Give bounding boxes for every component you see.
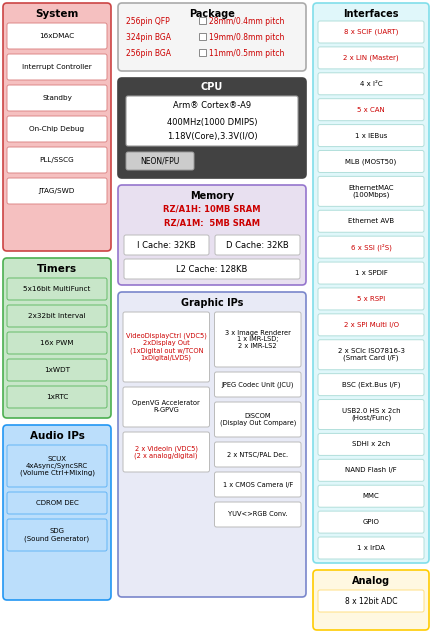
FancyBboxPatch shape: [318, 486, 424, 507]
FancyBboxPatch shape: [318, 99, 424, 121]
FancyBboxPatch shape: [3, 258, 111, 418]
Text: SDHI x 2ch: SDHI x 2ch: [352, 441, 390, 447]
FancyBboxPatch shape: [215, 502, 301, 527]
Text: 19mm/0.8mm pitch: 19mm/0.8mm pitch: [209, 33, 284, 41]
FancyBboxPatch shape: [7, 332, 107, 354]
Text: 4 x I²C: 4 x I²C: [360, 81, 382, 87]
FancyBboxPatch shape: [3, 3, 111, 251]
FancyBboxPatch shape: [318, 433, 424, 456]
FancyBboxPatch shape: [118, 185, 306, 285]
Text: Timers: Timers: [37, 264, 77, 274]
Bar: [199, 49, 206, 56]
Bar: [199, 17, 206, 24]
Bar: [199, 33, 206, 40]
Text: Audio IPs: Audio IPs: [29, 431, 84, 441]
FancyBboxPatch shape: [313, 3, 429, 563]
Text: 2 x LIN (Master): 2 x LIN (Master): [343, 55, 399, 61]
Text: JTAG/SWD: JTAG/SWD: [39, 188, 75, 194]
Text: 6 x SSI (I²S): 6 x SSI (I²S): [350, 244, 391, 251]
Text: Package: Package: [189, 9, 235, 19]
FancyBboxPatch shape: [7, 445, 107, 487]
Text: 324pin BGA: 324pin BGA: [126, 33, 171, 41]
Text: 11mm/0.5mm pitch: 11mm/0.5mm pitch: [209, 48, 284, 57]
FancyBboxPatch shape: [7, 23, 107, 49]
Text: 28mm/0.4mm pitch: 28mm/0.4mm pitch: [209, 17, 284, 26]
FancyBboxPatch shape: [7, 147, 107, 173]
FancyBboxPatch shape: [318, 211, 424, 232]
Text: SCUX
4xAsync/SyncSRC
(Volume Ctrl+Mixing): SCUX 4xAsync/SyncSRC (Volume Ctrl+Mixing…: [19, 456, 95, 476]
Text: 1 x IrDA: 1 x IrDA: [357, 545, 385, 551]
Text: 1 x SPDIF: 1 x SPDIF: [355, 270, 388, 276]
Text: RZ/A1H: 10MB SRAM: RZ/A1H: 10MB SRAM: [163, 205, 261, 214]
FancyBboxPatch shape: [7, 116, 107, 142]
FancyBboxPatch shape: [7, 519, 107, 551]
Text: OpenVG Accelerator
R-GPVG: OpenVG Accelerator R-GPVG: [132, 401, 200, 413]
FancyBboxPatch shape: [318, 176, 424, 206]
Text: Graphic IPs: Graphic IPs: [181, 298, 243, 308]
FancyBboxPatch shape: [318, 399, 424, 429]
FancyBboxPatch shape: [318, 537, 424, 559]
FancyBboxPatch shape: [118, 3, 306, 71]
Text: 1xRTC: 1xRTC: [46, 394, 68, 400]
FancyBboxPatch shape: [123, 312, 210, 382]
Text: 1xWDT: 1xWDT: [44, 367, 70, 373]
Text: BSC (Ext.Bus I/F): BSC (Ext.Bus I/F): [342, 382, 400, 388]
FancyBboxPatch shape: [7, 359, 107, 381]
FancyBboxPatch shape: [7, 178, 107, 204]
FancyBboxPatch shape: [318, 590, 424, 612]
Text: 2 x SCIc ISO7816-3
(Smart Card I/F): 2 x SCIc ISO7816-3 (Smart Card I/F): [337, 348, 404, 362]
FancyBboxPatch shape: [215, 442, 301, 467]
FancyBboxPatch shape: [126, 96, 298, 146]
FancyBboxPatch shape: [215, 312, 301, 367]
FancyBboxPatch shape: [215, 402, 301, 437]
Text: 16x PWM: 16x PWM: [40, 340, 74, 346]
Text: 256pin BGA: 256pin BGA: [126, 48, 171, 57]
Text: 5x16bit MultiFunct: 5x16bit MultiFunct: [23, 286, 91, 292]
FancyBboxPatch shape: [124, 259, 300, 279]
Text: 2 x VideoIn (VDC5)
(2 x analog/digital): 2 x VideoIn (VDC5) (2 x analog/digital): [134, 445, 198, 459]
Text: 8 x 12bit ADC: 8 x 12bit ADC: [345, 597, 397, 605]
FancyBboxPatch shape: [313, 570, 429, 630]
Text: SDG
(Sound Generator): SDG (Sound Generator): [25, 528, 89, 542]
Text: RZ/A1M:  5MB SRAM: RZ/A1M: 5MB SRAM: [164, 218, 260, 228]
FancyBboxPatch shape: [7, 85, 107, 111]
FancyBboxPatch shape: [3, 425, 111, 600]
Text: PLL/SSCG: PLL/SSCG: [40, 157, 74, 163]
Text: Analog: Analog: [352, 576, 390, 586]
FancyBboxPatch shape: [318, 374, 424, 396]
Text: 1.18V(Core),3.3V(I/O): 1.18V(Core),3.3V(I/O): [167, 131, 257, 140]
FancyBboxPatch shape: [318, 288, 424, 310]
Text: I Cache: 32KB: I Cache: 32KB: [137, 241, 196, 249]
Text: DISCOM
(Display Out Compare): DISCOM (Display Out Compare): [219, 413, 296, 426]
FancyBboxPatch shape: [215, 372, 301, 397]
Text: EthernetMAC
(100Mbps): EthernetMAC (100Mbps): [348, 184, 394, 198]
FancyBboxPatch shape: [318, 459, 424, 481]
FancyBboxPatch shape: [318, 236, 424, 258]
FancyBboxPatch shape: [7, 278, 107, 300]
Text: Arm® Cortex®-A9: Arm® Cortex®-A9: [173, 101, 251, 110]
Text: 3 x Image Renderer
1 x IMR-LSD;
2 x IMR-LS2: 3 x Image Renderer 1 x IMR-LSD; 2 x IMR-…: [225, 329, 291, 350]
Text: CDROM DEC: CDROM DEC: [35, 500, 78, 506]
Text: GPIO: GPIO: [362, 519, 379, 525]
Text: Interrupt Controller: Interrupt Controller: [22, 64, 92, 70]
Text: System: System: [35, 9, 79, 19]
Text: MMC: MMC: [362, 493, 379, 499]
Text: USB2.0 HS x 2ch
(Host/Func): USB2.0 HS x 2ch (Host/Func): [342, 408, 400, 421]
FancyBboxPatch shape: [7, 492, 107, 514]
Text: 2 x SPI Multi I/O: 2 x SPI Multi I/O: [343, 322, 398, 328]
Text: Standby: Standby: [42, 95, 72, 101]
Text: L2 Cache: 128KB: L2 Cache: 128KB: [176, 265, 248, 274]
Text: Ethernet AVB: Ethernet AVB: [348, 218, 394, 225]
FancyBboxPatch shape: [318, 151, 424, 172]
Text: 5 x RSPI: 5 x RSPI: [357, 296, 385, 302]
FancyBboxPatch shape: [318, 314, 424, 336]
Text: 2x32bit Interval: 2x32bit Interval: [28, 313, 86, 319]
Text: Interfaces: Interfaces: [343, 9, 399, 19]
FancyBboxPatch shape: [215, 235, 300, 255]
Text: 5 x CAN: 5 x CAN: [357, 107, 385, 113]
FancyBboxPatch shape: [318, 511, 424, 533]
FancyBboxPatch shape: [318, 124, 424, 147]
FancyBboxPatch shape: [318, 21, 424, 43]
Text: NAND Flash I/F: NAND Flash I/F: [345, 467, 397, 473]
FancyBboxPatch shape: [7, 54, 107, 80]
